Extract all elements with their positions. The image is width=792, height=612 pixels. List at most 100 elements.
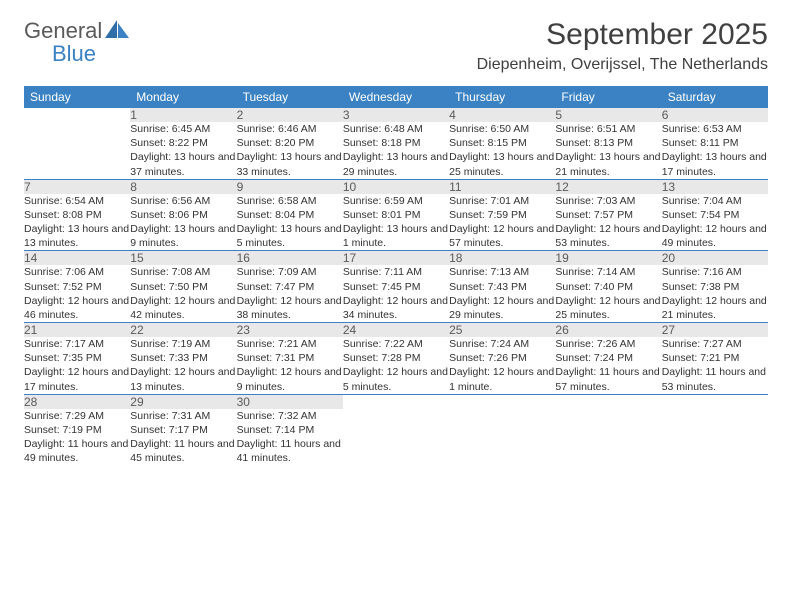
day-number-cell: 2 (237, 108, 343, 122)
day-info-row: Sunrise: 6:45 AMSunset: 8:22 PMDaylight:… (24, 122, 768, 179)
day-info-cell: Sunrise: 6:48 AMSunset: 8:18 PMDaylight:… (343, 122, 449, 179)
day-number-cell: 29 (130, 394, 236, 409)
day-number-row: 14151617181920 (24, 251, 768, 266)
day-header: Tuesday (237, 86, 343, 108)
month-title: September 2025 (477, 18, 768, 52)
header: General Blue September 2025 Diepenheim, … (24, 18, 768, 74)
day-info-cell (343, 409, 449, 466)
day-info-cell: Sunrise: 7:13 AMSunset: 7:43 PMDaylight:… (449, 265, 555, 322)
logo: General Blue (24, 18, 129, 66)
day-info-row: Sunrise: 7:29 AMSunset: 7:19 PMDaylight:… (24, 409, 768, 466)
day-number-cell: 24 (343, 323, 449, 338)
day-number-cell: 13 (662, 179, 768, 194)
day-info-cell: Sunrise: 7:24 AMSunset: 7:26 PMDaylight:… (449, 337, 555, 394)
day-number-cell: 17 (343, 251, 449, 266)
day-number-cell (449, 394, 555, 409)
day-number-cell: 10 (343, 179, 449, 194)
day-number-cell: 7 (24, 179, 130, 194)
day-header: Monday (130, 86, 236, 108)
day-info-cell: Sunrise: 7:16 AMSunset: 7:38 PMDaylight:… (662, 265, 768, 322)
day-info-cell: Sunrise: 7:31 AMSunset: 7:17 PMDaylight:… (130, 409, 236, 466)
day-header: Thursday (449, 86, 555, 108)
day-number-cell (662, 394, 768, 409)
day-number-cell: 30 (237, 394, 343, 409)
day-number-cell: 18 (449, 251, 555, 266)
day-number-row: 282930 (24, 394, 768, 409)
day-info-cell: Sunrise: 7:03 AMSunset: 7:57 PMDaylight:… (555, 194, 661, 251)
day-number-cell: 21 (24, 323, 130, 338)
day-number-cell: 28 (24, 394, 130, 409)
day-number-cell: 20 (662, 251, 768, 266)
day-info-cell (662, 409, 768, 466)
title-block: September 2025 Diepenheim, Overijssel, T… (477, 18, 768, 74)
day-info-cell (449, 409, 555, 466)
logo-sail-icon (105, 20, 129, 38)
day-info-row: Sunrise: 6:54 AMSunset: 8:08 PMDaylight:… (24, 194, 768, 251)
day-number-cell: 12 (555, 179, 661, 194)
day-info-cell: Sunrise: 6:45 AMSunset: 8:22 PMDaylight:… (130, 122, 236, 179)
day-number-cell: 25 (449, 323, 555, 338)
day-number-cell: 11 (449, 179, 555, 194)
day-info-cell: Sunrise: 7:04 AMSunset: 7:54 PMDaylight:… (662, 194, 768, 251)
day-number-row: 78910111213 (24, 179, 768, 194)
day-info-cell: Sunrise: 6:56 AMSunset: 8:06 PMDaylight:… (130, 194, 236, 251)
day-info-cell: Sunrise: 7:21 AMSunset: 7:31 PMDaylight:… (237, 337, 343, 394)
day-info-cell: Sunrise: 7:17 AMSunset: 7:35 PMDaylight:… (24, 337, 130, 394)
day-info-cell: Sunrise: 7:29 AMSunset: 7:19 PMDaylight:… (24, 409, 130, 466)
day-info-cell: Sunrise: 7:11 AMSunset: 7:45 PMDaylight:… (343, 265, 449, 322)
day-header: Saturday (662, 86, 768, 108)
day-info-cell: Sunrise: 7:01 AMSunset: 7:59 PMDaylight:… (449, 194, 555, 251)
day-number-cell: 16 (237, 251, 343, 266)
day-header: Sunday (24, 86, 130, 108)
logo-text-general: General (24, 18, 102, 43)
day-number-cell: 14 (24, 251, 130, 266)
day-header: Wednesday (343, 86, 449, 108)
day-info-cell: Sunrise: 7:09 AMSunset: 7:47 PMDaylight:… (237, 265, 343, 322)
day-number-cell: 1 (130, 108, 236, 122)
day-number-cell: 26 (555, 323, 661, 338)
calendar-page: General Blue September 2025 Diepenheim, … (0, 0, 792, 483)
day-info-cell: Sunrise: 6:50 AMSunset: 8:15 PMDaylight:… (449, 122, 555, 179)
day-info-cell: Sunrise: 6:59 AMSunset: 8:01 PMDaylight:… (343, 194, 449, 251)
day-number-cell: 6 (662, 108, 768, 122)
day-number-cell (24, 108, 130, 122)
day-number-cell: 22 (130, 323, 236, 338)
day-number-cell (555, 394, 661, 409)
day-info-cell: Sunrise: 7:08 AMSunset: 7:50 PMDaylight:… (130, 265, 236, 322)
day-info-cell: Sunrise: 7:22 AMSunset: 7:28 PMDaylight:… (343, 337, 449, 394)
day-info-cell: Sunrise: 7:14 AMSunset: 7:40 PMDaylight:… (555, 265, 661, 322)
day-info-cell: Sunrise: 6:54 AMSunset: 8:08 PMDaylight:… (24, 194, 130, 251)
logo-text-block: General Blue (24, 18, 129, 66)
day-info-row: Sunrise: 7:17 AMSunset: 7:35 PMDaylight:… (24, 337, 768, 394)
logo-text-blue: Blue (52, 41, 96, 66)
day-info-cell: Sunrise: 7:06 AMSunset: 7:52 PMDaylight:… (24, 265, 130, 322)
day-number-cell: 3 (343, 108, 449, 122)
day-number-cell: 19 (555, 251, 661, 266)
day-info-cell: Sunrise: 7:27 AMSunset: 7:21 PMDaylight:… (662, 337, 768, 394)
day-info-cell: Sunrise: 7:26 AMSunset: 7:24 PMDaylight:… (555, 337, 661, 394)
day-info-cell: Sunrise: 6:46 AMSunset: 8:20 PMDaylight:… (237, 122, 343, 179)
day-number-cell: 5 (555, 108, 661, 122)
location-subtitle: Diepenheim, Overijssel, The Netherlands (477, 56, 768, 74)
calendar-table: SundayMondayTuesdayWednesdayThursdayFrid… (24, 86, 768, 465)
day-info-cell (24, 122, 130, 179)
day-number-cell: 23 (237, 323, 343, 338)
day-info-cell: Sunrise: 7:19 AMSunset: 7:33 PMDaylight:… (130, 337, 236, 394)
day-number-cell: 27 (662, 323, 768, 338)
day-info-cell: Sunrise: 6:53 AMSunset: 8:11 PMDaylight:… (662, 122, 768, 179)
day-number-cell: 9 (237, 179, 343, 194)
day-number-cell (343, 394, 449, 409)
calendar-header-row: SundayMondayTuesdayWednesdayThursdayFrid… (24, 86, 768, 108)
day-info-row: Sunrise: 7:06 AMSunset: 7:52 PMDaylight:… (24, 265, 768, 322)
day-info-cell: Sunrise: 6:51 AMSunset: 8:13 PMDaylight:… (555, 122, 661, 179)
day-info-cell: Sunrise: 6:58 AMSunset: 8:04 PMDaylight:… (237, 194, 343, 251)
day-number-row: 123456 (24, 108, 768, 122)
day-number-cell: 4 (449, 108, 555, 122)
day-info-cell (555, 409, 661, 466)
calendar-body: 123456 Sunrise: 6:45 AMSunset: 8:22 PMDa… (24, 108, 768, 465)
day-number-cell: 8 (130, 179, 236, 194)
day-number-cell: 15 (130, 251, 236, 266)
day-info-cell: Sunrise: 7:32 AMSunset: 7:14 PMDaylight:… (237, 409, 343, 466)
day-number-row: 21222324252627 (24, 323, 768, 338)
day-header: Friday (555, 86, 661, 108)
